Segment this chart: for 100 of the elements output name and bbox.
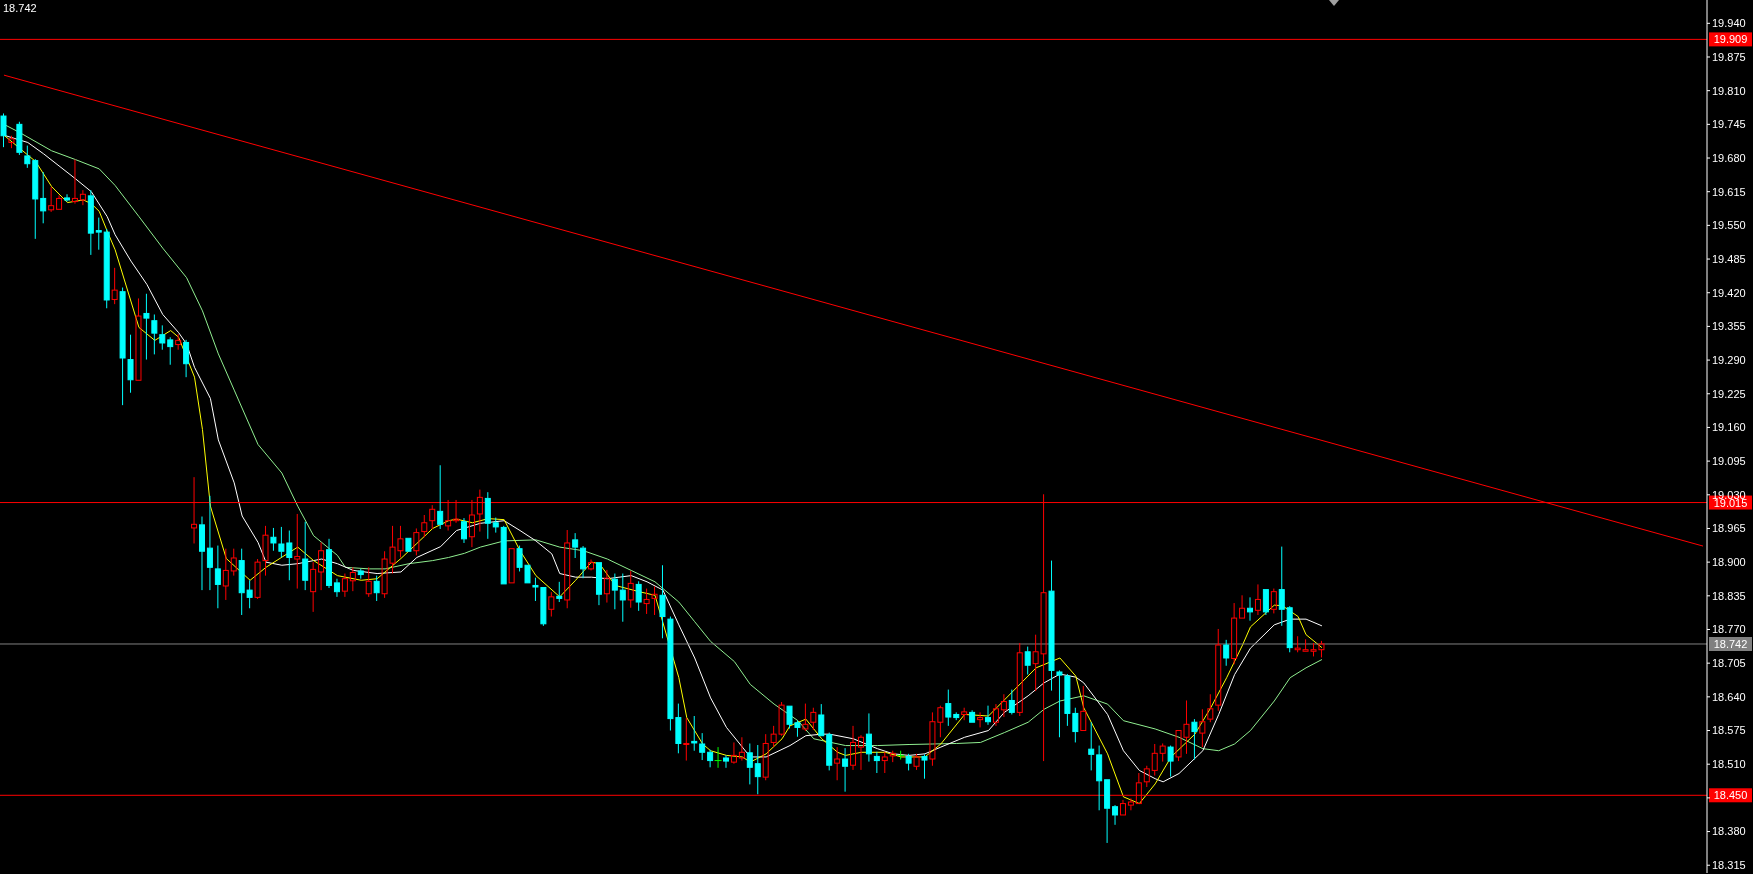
ref-line-label: 18.742 (1713, 638, 1748, 650)
candlestick (365, 566, 372, 598)
candlestick (214, 545, 221, 609)
y-tick-label: 19.745 (1712, 118, 1746, 131)
candlestick (198, 516, 205, 591)
candlestick (151, 313, 158, 355)
candlestick (127, 334, 134, 394)
candlestick (405, 537, 412, 552)
y-tick-label: 19.615 (1712, 185, 1746, 198)
candlestick (818, 703, 825, 737)
candlestick (921, 753, 928, 780)
y-tick-label: 18.770 (1712, 623, 1746, 636)
candlestick (723, 754, 729, 769)
candlestick (206, 495, 213, 591)
candlestick (341, 573, 348, 598)
y-tick-label: 18.965 (1712, 522, 1746, 535)
candlestick (508, 548, 515, 584)
candlestick (95, 217, 102, 251)
candlestick (603, 569, 610, 604)
candlestick (1199, 708, 1206, 748)
candlestick (659, 564, 666, 639)
candlestick (969, 709, 976, 723)
candlestick (294, 513, 301, 590)
candlestick (572, 532, 579, 559)
candlestick (333, 578, 340, 598)
candlestick (595, 562, 602, 606)
candlestick (707, 749, 714, 768)
candlestick (175, 333, 182, 351)
candlestick (56, 194, 63, 210)
y-tick-label: 19.420 (1712, 286, 1746, 299)
y-tick-label: 18.510 (1712, 758, 1746, 771)
ref-line-label: 19.909 (1713, 33, 1748, 46)
candlestick (40, 171, 47, 224)
candlestick (1104, 779, 1111, 844)
y-tick-label: 18.575 (1712, 724, 1746, 737)
candlestick (71, 159, 78, 205)
candlestick (1254, 583, 1261, 616)
candlestick (977, 711, 984, 728)
y-tick-label: 19.095 (1712, 455, 1746, 468)
candlestick (1247, 596, 1254, 622)
candlestick (318, 541, 325, 591)
candlestick (865, 712, 872, 763)
candlestick (183, 339, 190, 378)
candlestick (1191, 718, 1198, 761)
candlestick (48, 186, 55, 213)
candlestick (651, 585, 658, 616)
candlestick (738, 736, 745, 762)
y-tick-label: 18.315 (1712, 859, 1746, 872)
candlestick (1088, 721, 1095, 771)
y-tick-label: 19.160 (1712, 421, 1746, 434)
candlestick (1048, 560, 1055, 692)
y-tick-label: 19.485 (1712, 252, 1746, 265)
candlestick (222, 548, 229, 601)
candlestick (643, 588, 650, 615)
candlestick (1080, 685, 1087, 732)
candlestick (460, 517, 467, 544)
y-tick-label: 19.875 (1712, 50, 1746, 63)
candlestick (135, 297, 142, 381)
candlestick (1278, 546, 1285, 627)
y-tick-label: 19.355 (1712, 320, 1746, 333)
candlestick (1239, 594, 1246, 619)
candlestick (24, 145, 31, 169)
y-tick-label: 19.810 (1712, 84, 1746, 97)
y-tick-label: 19.225 (1712, 387, 1746, 400)
candlestick (1119, 799, 1126, 816)
candlestick (302, 521, 309, 591)
candlestick (349, 566, 356, 592)
ref-line-label: 18.450 (1713, 789, 1748, 802)
candlestick (1231, 602, 1238, 665)
y-tick-label: 18.640 (1712, 690, 1746, 703)
candlestick (834, 746, 841, 781)
y-tick-label: 19.680 (1712, 151, 1746, 164)
candlestick (79, 189, 86, 206)
candlestick (992, 703, 999, 727)
y-tick-label: 18.900 (1712, 556, 1746, 569)
candlestick (1151, 743, 1158, 777)
candlestick (1262, 589, 1269, 616)
candlestick (484, 491, 491, 540)
y-tick-label: 19.940 (1712, 17, 1746, 30)
candlestick (143, 293, 150, 361)
candlestick (310, 561, 317, 613)
y-tick-label: 19.290 (1712, 353, 1746, 366)
chart-title: 18.742 (3, 2, 37, 14)
candlestick (857, 734, 864, 771)
y-tick-label: 19.550 (1712, 219, 1746, 232)
y-tick-label: 18.705 (1712, 657, 1746, 670)
candlestick (683, 717, 690, 762)
candlestick (326, 538, 333, 589)
candlestick (1127, 797, 1134, 811)
y-tick-label: 18.835 (1712, 589, 1746, 602)
candlestick (730, 741, 737, 765)
y-tick-label: 18.380 (1712, 825, 1746, 838)
candlestick (754, 744, 761, 795)
candlestick (850, 725, 857, 771)
candlestick (746, 742, 753, 785)
candlestick (580, 545, 587, 579)
candlestick (842, 747, 849, 793)
candlestick (714, 746, 723, 769)
candlestick (429, 504, 436, 530)
candlestick (64, 193, 71, 203)
